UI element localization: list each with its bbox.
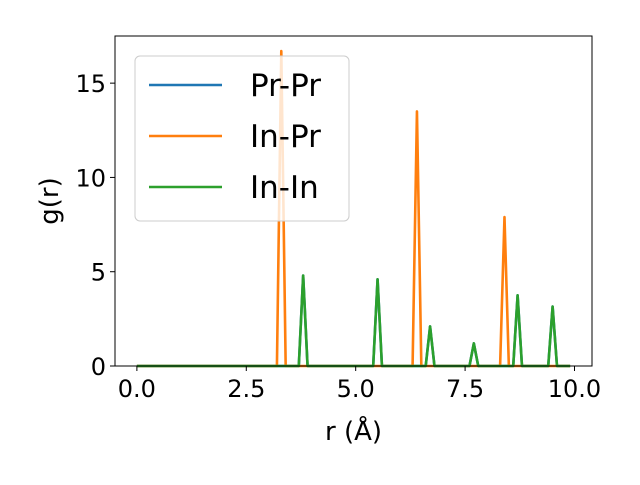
x-tick-label: 5.0: [337, 375, 375, 403]
x-axis-label: r (Å): [325, 415, 382, 447]
x-tick-label: 2.5: [227, 375, 265, 403]
y-tick-label: 15: [75, 70, 106, 98]
legend-box: [134, 55, 350, 222]
y-tick-label: 0: [91, 353, 106, 381]
x-tick-label: 10.0: [548, 375, 601, 403]
y-tick-label: 10: [75, 164, 106, 192]
legend-label-3: In-In: [250, 170, 319, 206]
x-tick-label: 0.0: [118, 375, 156, 403]
y-axis-ticks: 0 5 10 15: [75, 70, 115, 381]
legend-entries: Pr-Pr In-Pr In-In: [149, 68, 321, 206]
x-axis-ticks: 0.0 2.5 5.0 7.5 10.0: [118, 366, 601, 403]
legend: Pr-Pr In-Pr In-In: [134, 55, 350, 222]
y-tick-label: 5: [91, 259, 106, 287]
x-tick-label: 7.5: [446, 375, 484, 403]
legend-label-1: Pr-Pr: [250, 68, 321, 104]
legend-label-2: In-Pr: [250, 119, 321, 155]
y-axis-label: g(r): [35, 177, 65, 224]
axes-frame: [114, 35, 593, 367]
